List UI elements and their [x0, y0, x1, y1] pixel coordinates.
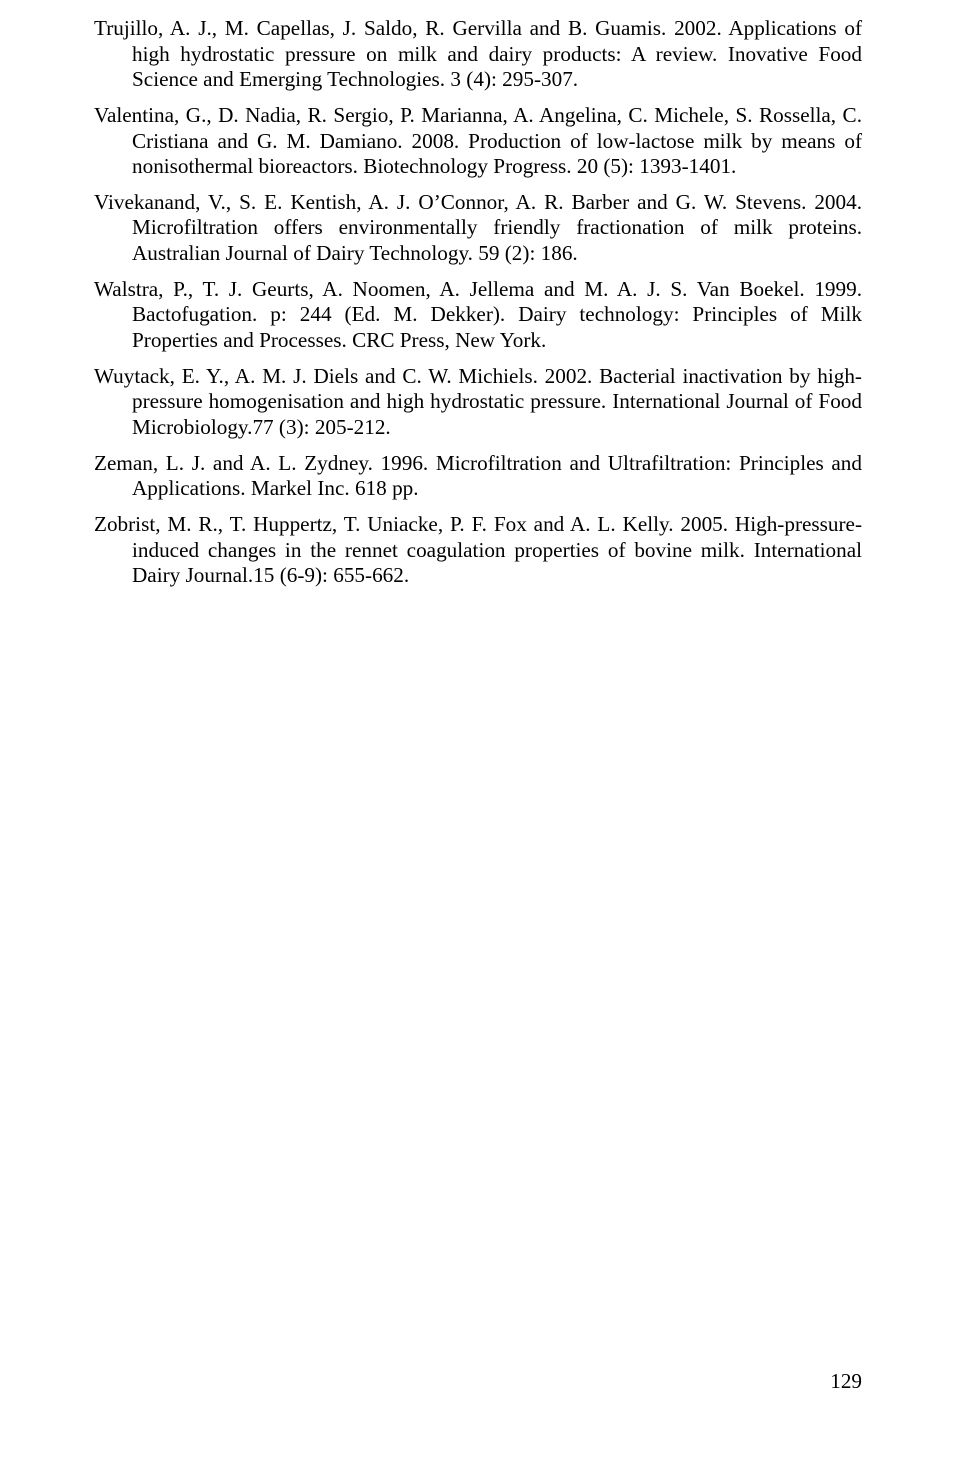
page: Trujillo, A. J., M. Capellas, J. Saldo, … [0, 0, 960, 1472]
reference-entry: Zeman, L. J. and A. L. Zydney. 1996. Mic… [94, 451, 862, 502]
page-number: 129 [830, 1369, 862, 1394]
reference-entry: Vivekanand, V., S. E. Kentish, A. J. O’C… [94, 190, 862, 267]
reference-entry: Valentina, G., D. Nadia, R. Sergio, P. M… [94, 103, 862, 180]
reference-entry: Walstra, P., T. J. Geurts, A. Noomen, A.… [94, 277, 862, 354]
reference-entry: Trujillo, A. J., M. Capellas, J. Saldo, … [94, 16, 862, 93]
reference-entry: Wuytack, E. Y., A. M. J. Diels and C. W.… [94, 364, 862, 441]
reference-entry: Zobrist, M. R., T. Huppertz, T. Uniacke,… [94, 512, 862, 589]
